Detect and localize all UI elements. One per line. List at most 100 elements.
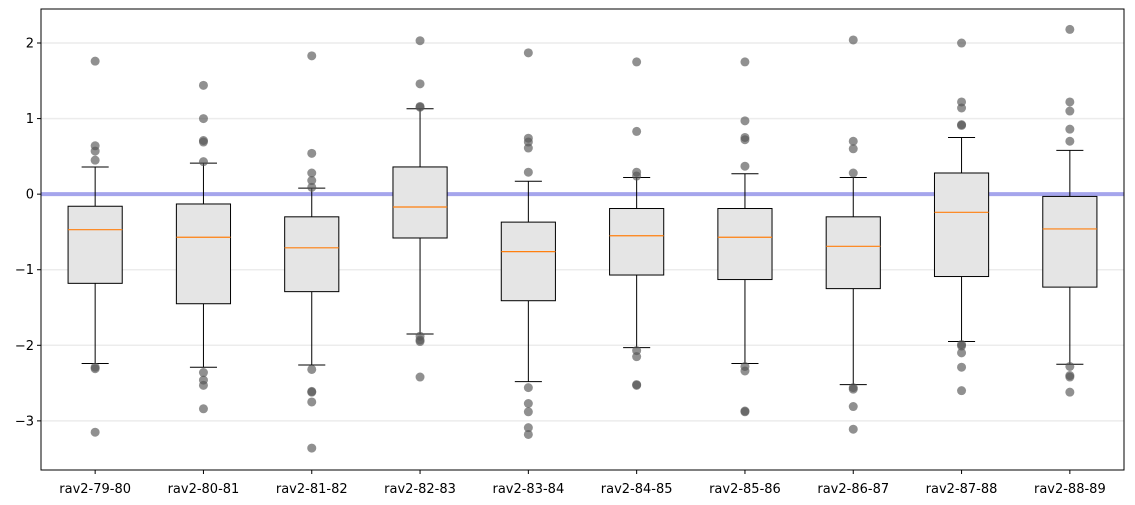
outlier-point <box>1065 106 1075 116</box>
outlier-point <box>632 171 642 181</box>
outlier-point <box>307 168 317 178</box>
x-tick-label: rav2-80-81 <box>168 482 240 497</box>
x-tick-label: rav2-85-86 <box>709 482 781 497</box>
y-tick-label: 2 <box>26 37 34 52</box>
outlier-point <box>307 397 317 407</box>
box-iqr <box>609 208 665 276</box>
outlier-point <box>632 57 642 67</box>
outlier-point <box>415 102 425 112</box>
box-iqr <box>284 216 340 293</box>
outlier-point <box>740 161 750 171</box>
box-group <box>284 51 340 453</box>
outlier-point <box>632 352 642 362</box>
y-tick-label: 1 <box>26 112 34 127</box>
outlier-point <box>415 36 425 46</box>
outlier-point <box>307 364 317 374</box>
outlier-point <box>1065 372 1075 382</box>
outlier-point <box>198 380 208 390</box>
outlier-point <box>523 398 533 408</box>
box-iqr <box>717 208 773 281</box>
outlier-point <box>848 424 858 434</box>
outlier-point <box>307 176 317 186</box>
outlier-point <box>523 383 533 393</box>
outlier-point <box>848 384 858 394</box>
outlier-point <box>523 407 533 417</box>
outlier-point <box>523 143 533 153</box>
outlier-point <box>848 402 858 412</box>
outlier-point <box>523 48 533 58</box>
box-group <box>392 36 448 382</box>
x-tick-label: rav2-88-89 <box>1034 482 1106 497</box>
box-group <box>609 57 665 390</box>
outlier-point <box>307 182 317 192</box>
box-group <box>1042 24 1098 397</box>
outlier-point <box>198 80 208 90</box>
box-iqr <box>500 221 556 302</box>
box-iqr <box>1042 195 1098 288</box>
outlier-point <box>90 155 100 165</box>
box-iqr <box>933 172 990 278</box>
outlier-point <box>1065 97 1075 107</box>
outlier-point <box>1065 24 1075 34</box>
outlier-point <box>1065 136 1075 146</box>
outlier-point <box>1065 361 1075 371</box>
axes: 2 1 0 −1 −2 −3 rav2-79-80 rav2-80-81 rav2-81-82 r… <box>15 37 1106 497</box>
x-tick-label: rav2-79-80 <box>59 482 131 497</box>
outlier-point <box>90 364 100 374</box>
box-group <box>933 38 990 396</box>
outlier-point <box>198 157 208 167</box>
box-group <box>67 56 123 437</box>
outlier-point <box>1065 124 1075 134</box>
y-tick-label: 0 <box>26 188 34 203</box>
outlier-point <box>740 135 750 145</box>
outlier-point <box>90 146 100 156</box>
outlier-point <box>415 79 425 89</box>
outlier-point <box>415 372 425 382</box>
box-iqr <box>67 205 123 284</box>
outlier-point <box>957 348 967 358</box>
outlier-point <box>307 443 317 453</box>
outlier-point <box>523 429 533 439</box>
outlier-point <box>632 380 642 390</box>
box-iqr <box>175 203 232 305</box>
box-group <box>717 57 773 417</box>
outlier-point <box>848 35 858 45</box>
outlier-point <box>957 341 967 351</box>
y-tick-label: −1 <box>15 263 34 278</box>
outlier-point <box>848 144 858 154</box>
boxes <box>67 24 1098 453</box>
outlier-point <box>523 423 533 433</box>
outlier-point <box>1065 387 1075 397</box>
plot-frame <box>40 8 1125 471</box>
outlier-point <box>957 103 967 113</box>
box-iqr <box>392 166 448 239</box>
box-group <box>500 48 556 439</box>
y-tick-label: −3 <box>15 414 34 429</box>
x-tick-label: rav2-81-82 <box>276 482 348 497</box>
outlier-point <box>740 116 750 126</box>
x-tick-label: rav2-87-88 <box>926 482 998 497</box>
outlier-point <box>957 362 967 372</box>
outlier-point <box>957 386 967 396</box>
x-tick-label: rav2-82-83 <box>384 482 456 497</box>
y-tick-label: −2 <box>15 339 34 354</box>
outlier-point <box>307 148 317 158</box>
outlier-point <box>740 407 750 417</box>
outlier-point <box>848 136 858 146</box>
outlier-point <box>307 387 317 397</box>
outlier-point <box>90 56 100 66</box>
outlier-point <box>198 114 208 124</box>
outlier-point <box>415 337 425 347</box>
outlier-point <box>198 368 208 378</box>
outlier-point <box>957 38 967 48</box>
outlier-point <box>307 51 317 61</box>
outlier-point <box>740 57 750 67</box>
box-group <box>175 80 232 414</box>
outlier-point <box>523 167 533 177</box>
x-tick-label: rav2-83-84 <box>492 482 564 497</box>
outlier-point <box>632 126 642 136</box>
outlier-point <box>740 366 750 376</box>
box-group <box>825 35 881 434</box>
outlier-point <box>198 137 208 147</box>
